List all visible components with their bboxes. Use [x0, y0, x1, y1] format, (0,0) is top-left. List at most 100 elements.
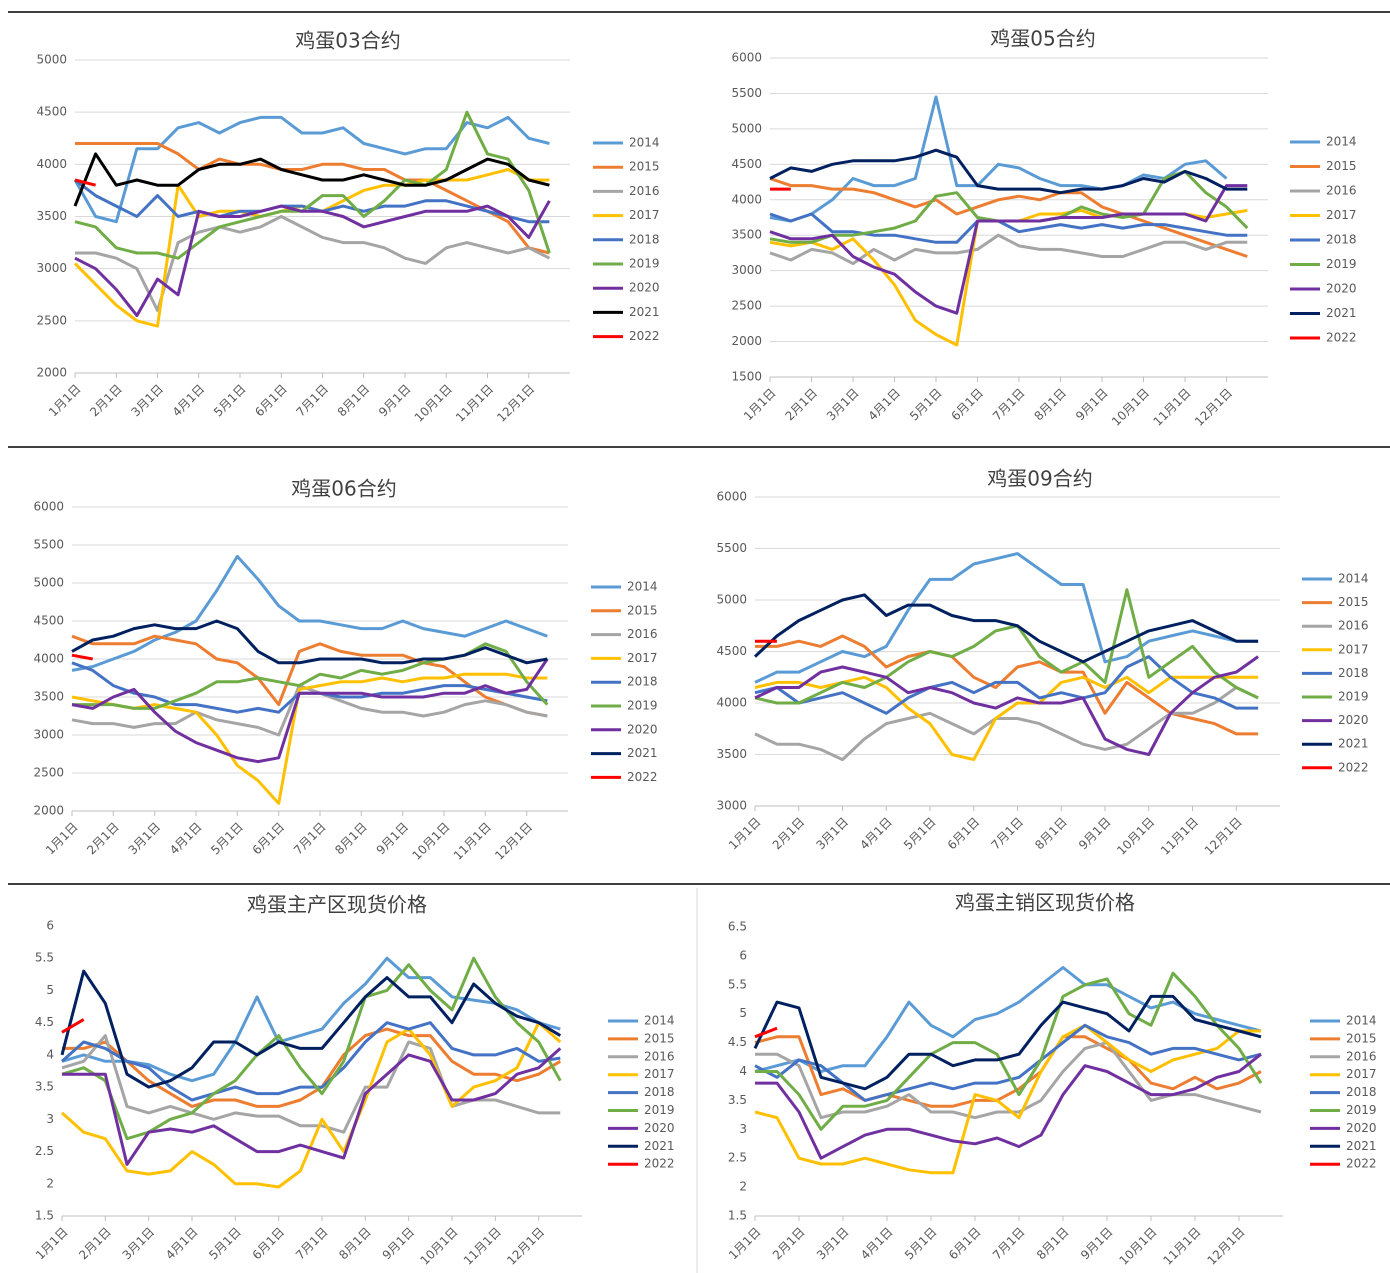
x-tick-label: 5月1日 — [211, 382, 249, 420]
y-tick-label: 2500 — [731, 299, 762, 313]
series-line — [754, 1023, 1261, 1175]
legend-label: 2016 — [1338, 619, 1369, 633]
legend-label: 2017 — [644, 1067, 675, 1081]
x-tick-label: 9月1日 — [380, 1225, 418, 1263]
y-tick-label: 1.5 — [35, 1209, 54, 1223]
legend-label: 2018 — [627, 675, 658, 689]
x-tick-label: 10月1日 — [1117, 1225, 1160, 1268]
series-line — [754, 655, 1259, 756]
y-tick-label: 5000 — [731, 121, 762, 135]
y-tick-label: 4500 — [36, 105, 67, 119]
x-tick-label: 5月1日 — [206, 1225, 244, 1263]
x-tick-label: 7月1日 — [293, 382, 331, 420]
x-tick-label: 12月1日 — [1205, 1225, 1248, 1268]
legend-label: 2016 — [1346, 1049, 1377, 1063]
x-tick-label: 2月1日 — [770, 1225, 808, 1263]
series-line — [754, 966, 1262, 1073]
series-line — [71, 672, 548, 805]
x-tick-label: 12月1日 — [504, 1225, 547, 1268]
series-line — [769, 177, 1248, 258]
series-line — [74, 110, 551, 260]
series-line — [71, 684, 548, 737]
x-tick-label: 8月1日 — [335, 382, 373, 420]
y-tick-label: 2 — [46, 1176, 54, 1190]
x-tick-label: 11月1日 — [453, 382, 496, 425]
legend-label: 2022 — [644, 1157, 675, 1171]
y-tick-label: 2000 — [33, 804, 64, 818]
x-tick-label: 3月1日 — [120, 1225, 158, 1263]
legend-label: 2017 — [1326, 208, 1357, 222]
x-tick-label: 4月1日 — [857, 815, 895, 853]
x-tick-label: 11月1日 — [1158, 815, 1201, 858]
y-tick-label: 5.5 — [35, 951, 54, 965]
legend-label: 2017 — [629, 208, 660, 222]
series-line — [769, 148, 1248, 195]
legend-label: 2017 — [1346, 1067, 1377, 1081]
legend-label: 2018 — [1346, 1085, 1377, 1099]
chart-title: 鸡蛋09合约 — [987, 467, 1092, 491]
chart-title: 鸡蛋06合约 — [291, 477, 396, 501]
x-tick-label: 7月1日 — [293, 1225, 331, 1263]
series-line — [62, 1047, 562, 1166]
x-tick-label: 11月1日 — [1161, 1225, 1204, 1268]
legend-label: 2016 — [1326, 184, 1357, 198]
x-tick-label: 8月1日 — [1032, 815, 1070, 853]
x-tick-label: 1月1日 — [726, 1225, 764, 1263]
x-tick-label: 7月1日 — [990, 386, 1028, 424]
legend-label: 2022 — [629, 329, 660, 343]
y-tick-label: 1500 — [731, 370, 762, 384]
x-tick-label: 1月1日 — [741, 386, 779, 424]
x-tick-label: 6月1日 — [252, 382, 290, 420]
series-line — [71, 634, 548, 718]
legend-label: 2014 — [1326, 135, 1357, 149]
series-line — [754, 1035, 1262, 1108]
x-tick-label: 10月1日 — [1109, 386, 1152, 429]
y-tick-label: 3500 — [716, 747, 747, 761]
x-tick-label: 4月1日 — [170, 382, 208, 420]
y-tick-label: 6000 — [716, 490, 747, 504]
x-tick-label: 10月1日 — [1114, 815, 1157, 858]
legend-label: 2015 — [1338, 595, 1369, 609]
y-tick-label: 5000 — [33, 576, 64, 590]
x-tick-label: 11月1日 — [1151, 386, 1194, 429]
x-tick-label: 12月1日 — [494, 382, 537, 425]
legend-label: 2014 — [1346, 1014, 1377, 1028]
y-tick-label: 3.5 — [35, 1080, 54, 1094]
y-tick-label: 4.5 — [35, 1015, 54, 1029]
series-line — [74, 178, 96, 187]
series-line — [73, 115, 550, 224]
legend-label: 2018 — [1338, 666, 1369, 680]
y-tick-label: 4500 — [731, 157, 762, 171]
x-tick-label: 8月1日 — [1034, 1225, 1072, 1263]
series-line — [71, 653, 93, 661]
y-tick-label: 5500 — [716, 541, 747, 555]
series-line — [62, 1027, 562, 1108]
y-tick-label: 2000 — [731, 334, 762, 348]
legend-label: 2021 — [1326, 306, 1357, 320]
y-tick-label: 3 — [46, 1112, 54, 1126]
legend-label: 2020 — [1338, 713, 1369, 727]
y-tick-label: 5000 — [36, 53, 67, 67]
legend-label: 2014 — [629, 136, 660, 150]
series-line — [71, 658, 549, 764]
legend-label: 2018 — [629, 232, 660, 246]
legend-label: 2018 — [644, 1085, 675, 1099]
y-tick-label: 2000 — [36, 366, 67, 380]
y-tick-label: 3000 — [36, 261, 67, 275]
series-line — [71, 619, 548, 665]
legend-label: 2014 — [627, 580, 658, 594]
legend-label: 2015 — [1326, 159, 1357, 173]
y-tick-label: 6 — [739, 948, 747, 962]
x-tick-label: 3月1日 — [824, 386, 862, 424]
x-tick-label: 11月1日 — [451, 820, 494, 863]
y-tick-label: 3500 — [36, 209, 67, 223]
x-tick-label: 10月1日 — [418, 1225, 461, 1268]
x-tick-label: 9月1日 — [376, 382, 414, 420]
series-line — [61, 1018, 85, 1034]
y-tick-label: 2.5 — [35, 1144, 54, 1158]
series-line — [74, 178, 550, 224]
legend-label: 2022 — [627, 770, 658, 784]
y-tick-label: 4000 — [36, 157, 67, 171]
series-line — [769, 95, 1228, 223]
legend-label: 2019 — [1326, 257, 1357, 271]
